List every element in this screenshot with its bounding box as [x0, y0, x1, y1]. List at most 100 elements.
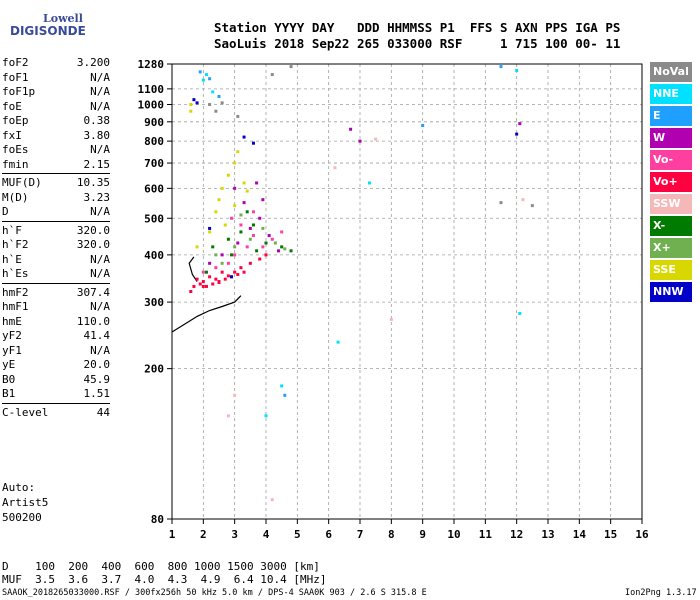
param-value: 3.23 — [83, 190, 111, 204]
param-name: foEs — [2, 143, 29, 156]
x-tick-label: 9 — [419, 528, 426, 541]
data-point — [283, 393, 287, 397]
data-point — [283, 247, 287, 251]
polarization-legend: NoVal NNE E W Vo- Vo+ SSW X- X+ SSE NNW — [650, 62, 692, 304]
legend-item: SSW — [650, 194, 692, 214]
data-point — [518, 122, 522, 126]
x-tick-label: 16 — [635, 528, 649, 541]
param-divider — [2, 282, 110, 284]
data-point — [211, 245, 215, 249]
data-point — [270, 498, 274, 502]
param-value: 3.80 — [83, 128, 111, 142]
data-point — [521, 198, 525, 202]
data-point — [217, 198, 221, 202]
legend-item: SSE — [650, 260, 692, 280]
parameter-panel: foF2 3.200 foF1 N/A foF1p N/A foE N/A foEp 0.38 fx… — [2, 56, 110, 420]
data-point — [208, 275, 212, 279]
param-row: foEs N/A — [2, 143, 110, 158]
legend-item: X+ — [650, 238, 692, 258]
x-tick-label: 15 — [604, 528, 617, 541]
data-point — [201, 280, 205, 284]
data-point — [208, 226, 212, 230]
y-tick-label: 1280 — [138, 58, 165, 71]
param-row: h`E N/A — [2, 253, 110, 268]
param-name: foEp — [2, 114, 29, 127]
data-point — [248, 237, 252, 241]
param-row: foF2 3.200 — [2, 56, 110, 71]
legend-item: NoVal — [650, 62, 692, 82]
data-point — [264, 414, 268, 418]
param-row: D N/A — [2, 205, 110, 220]
param-value: N/A — [90, 300, 110, 313]
data-point — [195, 101, 199, 105]
param-value: N/A — [90, 267, 110, 280]
data-point — [208, 103, 212, 107]
data-point — [270, 237, 274, 241]
footer-file-info: SAAOK_2018265033000.RSF / 300fx256h 50 k… — [2, 588, 427, 598]
legend-item: Vo+ — [650, 172, 692, 192]
param-row: h`F 320.0 — [2, 224, 110, 239]
data-point — [226, 274, 230, 278]
data-point — [261, 226, 265, 230]
y-tick-label: 400 — [144, 249, 164, 262]
y-tick-label: 80 — [151, 513, 164, 526]
data-point — [289, 65, 293, 69]
data-point — [226, 261, 230, 265]
param-name: yF1 — [2, 343, 22, 357]
param-row: h`Es N/A — [2, 267, 110, 282]
data-point — [280, 245, 284, 249]
x-tick-label: 6 — [325, 528, 332, 541]
data-point — [211, 90, 215, 94]
data-point — [233, 245, 237, 249]
trace-line — [171, 295, 242, 333]
param-value: 110.0 — [76, 314, 110, 328]
data-point — [211, 282, 215, 286]
x-tick-label: 11 — [479, 528, 493, 541]
data-point — [270, 73, 274, 77]
y-tick-label: 900 — [144, 116, 164, 129]
x-tick-label: 1 — [169, 528, 176, 541]
data-point — [230, 275, 234, 279]
data-point — [251, 234, 255, 238]
data-point — [226, 414, 230, 418]
data-point — [236, 241, 240, 245]
x-tick-label: 8 — [388, 528, 395, 541]
x-tick-label: 7 — [357, 528, 364, 541]
data-point — [236, 114, 240, 118]
data-point — [220, 253, 224, 257]
data-point — [261, 198, 265, 202]
data-point — [267, 234, 271, 238]
data-point — [208, 77, 212, 81]
data-point — [233, 186, 237, 190]
data-point — [198, 70, 202, 74]
data-point — [289, 249, 293, 253]
param-row: h`F2 320.0 — [2, 238, 110, 253]
param-name: foE — [2, 99, 22, 113]
data-point — [264, 241, 268, 245]
param-name: fmin — [2, 157, 29, 171]
logo-lowell: Lowell — [43, 12, 83, 25]
param-value: 10.35 — [76, 176, 110, 189]
data-point — [201, 284, 205, 288]
data-point — [230, 216, 234, 220]
data-point — [192, 98, 196, 102]
data-point — [261, 245, 265, 249]
data-point — [255, 181, 259, 185]
data-point — [233, 161, 237, 165]
data-point — [236, 150, 240, 154]
param-divider — [2, 402, 110, 404]
param-name: hmE — [2, 314, 22, 328]
x-tick-label: 5 — [294, 528, 301, 541]
data-point — [198, 282, 202, 286]
auto-code: 500200 — [2, 511, 42, 524]
data-point — [251, 223, 255, 227]
data-point — [233, 270, 237, 274]
data-point — [349, 127, 353, 131]
data-point — [223, 277, 227, 281]
data-point — [189, 109, 193, 113]
param-value: 20.0 — [83, 358, 111, 371]
param-value: N/A — [90, 343, 110, 357]
legend-item: W — [650, 128, 692, 148]
param-row: foF1p N/A — [2, 85, 110, 100]
